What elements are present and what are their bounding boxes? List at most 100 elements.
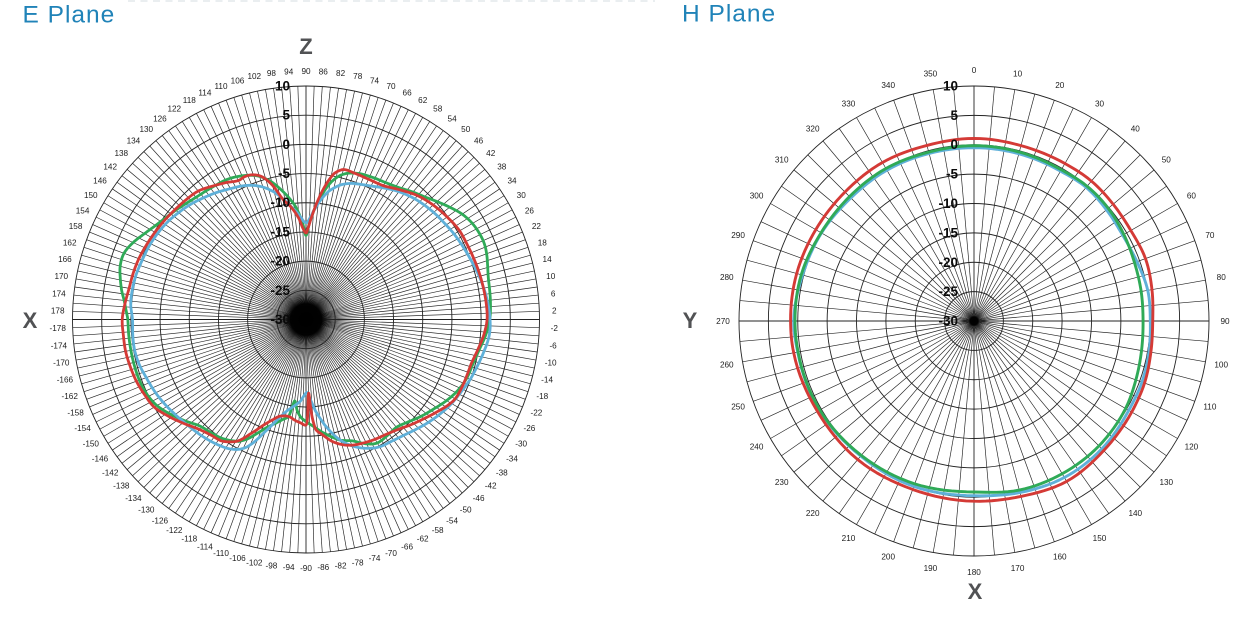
svg-text:-162: -162: [62, 392, 79, 401]
svg-text:54: 54: [448, 114, 458, 123]
svg-text:106: 106: [231, 76, 245, 85]
svg-text:Z: Z: [299, 34, 312, 59]
svg-text:62: 62: [418, 96, 428, 105]
svg-text:-34: -34: [506, 454, 518, 463]
svg-text:-5: -5: [946, 167, 958, 182]
svg-text:-5: -5: [278, 166, 290, 181]
svg-text:H Plane: H Plane: [682, 1, 776, 28]
svg-text:66: 66: [403, 88, 413, 97]
svg-text:100: 100: [1214, 360, 1228, 369]
svg-text:-30: -30: [270, 312, 290, 327]
svg-text:80: 80: [1217, 273, 1227, 282]
svg-text:-14: -14: [541, 375, 553, 384]
svg-text:-10: -10: [938, 196, 958, 211]
svg-text:-110: -110: [213, 549, 229, 558]
svg-text:-18: -18: [536, 392, 548, 401]
svg-text:5: 5: [950, 108, 958, 123]
svg-text:-78: -78: [352, 558, 364, 567]
svg-text:166: 166: [58, 255, 72, 264]
svg-text:-38: -38: [496, 468, 508, 477]
svg-text:-6: -6: [549, 341, 557, 350]
svg-text:50: 50: [461, 125, 471, 134]
svg-text:-178: -178: [50, 324, 67, 333]
svg-text:-10: -10: [545, 359, 557, 368]
svg-text:150: 150: [84, 191, 98, 200]
svg-text:-142: -142: [102, 468, 119, 477]
svg-text:0: 0: [972, 66, 977, 75]
svg-text:-25: -25: [270, 283, 290, 298]
svg-text:-20: -20: [270, 254, 290, 269]
svg-text:174: 174: [52, 289, 66, 298]
svg-text:34: 34: [507, 176, 517, 185]
svg-text:200: 200: [881, 553, 895, 562]
svg-text:30: 30: [1095, 99, 1105, 108]
svg-text:78: 78: [353, 72, 363, 81]
svg-text:140: 140: [1128, 509, 1142, 518]
svg-text:30: 30: [517, 191, 527, 200]
svg-text:-58: -58: [432, 526, 444, 535]
svg-text:-15: -15: [938, 225, 958, 240]
svg-text:-22: -22: [530, 408, 542, 417]
svg-text:-106: -106: [229, 554, 246, 563]
svg-text:10: 10: [546, 272, 556, 281]
svg-text:130: 130: [1159, 478, 1173, 487]
svg-text:320: 320: [806, 125, 820, 134]
svg-text:82: 82: [336, 69, 346, 78]
svg-text:0: 0: [950, 137, 958, 152]
svg-text:-146: -146: [92, 454, 109, 463]
svg-text:250: 250: [731, 403, 745, 412]
svg-text:-166: -166: [57, 375, 74, 384]
svg-text:102: 102: [247, 72, 261, 81]
svg-text:-10: -10: [270, 195, 290, 210]
svg-text:-90: -90: [300, 564, 312, 573]
svg-text:90: 90: [1220, 317, 1230, 326]
svg-text:-122: -122: [166, 526, 183, 535]
svg-text:40: 40: [1131, 125, 1141, 134]
svg-text:-138: -138: [113, 482, 130, 491]
svg-text:26: 26: [525, 206, 535, 215]
svg-text:14: 14: [543, 255, 553, 264]
svg-text:-30: -30: [515, 440, 527, 449]
svg-text:50: 50: [1162, 156, 1172, 165]
svg-text:-46: -46: [473, 494, 485, 503]
svg-text:138: 138: [114, 149, 128, 158]
svg-text:-66: -66: [401, 542, 413, 551]
svg-text:-94: -94: [283, 563, 295, 572]
svg-text:340: 340: [881, 81, 895, 90]
svg-text:-134: -134: [125, 494, 142, 503]
svg-text:-30: -30: [938, 314, 958, 329]
svg-text:5: 5: [282, 108, 290, 123]
svg-text:-82: -82: [335, 561, 347, 570]
svg-text:154: 154: [76, 206, 90, 215]
svg-text:-114: -114: [197, 542, 213, 551]
svg-text:-150: -150: [83, 440, 100, 449]
svg-text:E Plane: E Plane: [23, 2, 116, 29]
svg-text:110: 110: [214, 82, 227, 91]
svg-text:-130: -130: [138, 506, 155, 515]
svg-text:-158: -158: [67, 408, 84, 417]
svg-text:240: 240: [750, 442, 764, 451]
svg-text:230: 230: [775, 478, 789, 487]
svg-text:42: 42: [486, 149, 496, 158]
svg-text:-20: -20: [938, 255, 958, 270]
svg-text:2: 2: [552, 307, 557, 316]
svg-text:350: 350: [924, 70, 938, 79]
svg-text:-42: -42: [485, 482, 497, 491]
svg-text:-2: -2: [551, 324, 559, 333]
svg-text:74: 74: [370, 76, 380, 85]
svg-text:110: 110: [1203, 403, 1216, 412]
svg-text:310: 310: [775, 156, 789, 165]
svg-text:142: 142: [103, 162, 117, 171]
svg-text:158: 158: [69, 222, 83, 231]
svg-text:-174: -174: [51, 341, 68, 350]
svg-text:-102: -102: [246, 558, 263, 567]
svg-text:-170: -170: [53, 359, 70, 368]
svg-text:-126: -126: [152, 516, 169, 525]
svg-text:170: 170: [1011, 564, 1025, 573]
svg-text:118: 118: [183, 96, 196, 105]
svg-text:-74: -74: [369, 554, 381, 563]
svg-text:86: 86: [319, 67, 329, 76]
svg-text:114: 114: [198, 88, 211, 97]
svg-text:60: 60: [1187, 191, 1197, 200]
svg-text:22: 22: [532, 222, 542, 231]
